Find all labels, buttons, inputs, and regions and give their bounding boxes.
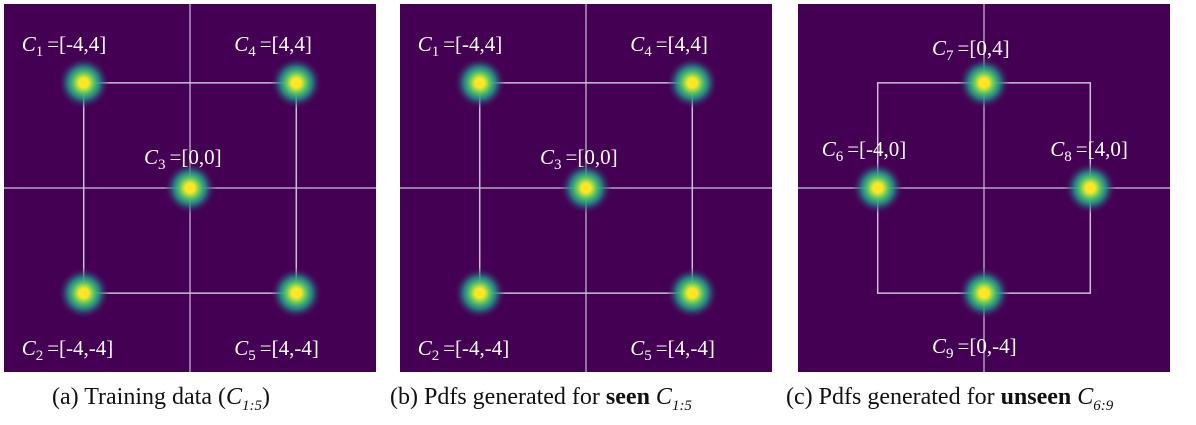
caption-a-math: C1:5 bbox=[225, 384, 262, 414]
point-label: C2 =[-4,-4] bbox=[22, 336, 114, 364]
caption-c-prefix: (c) Pdfs generated for bbox=[786, 384, 1001, 410]
point-label: C4 =[4,4] bbox=[630, 32, 708, 60]
point-label: C3 =[0,0] bbox=[540, 145, 618, 173]
point-label: C1 =[-4,4] bbox=[22, 32, 107, 60]
gaussian-peak bbox=[270, 267, 323, 320]
gaussian-peak bbox=[958, 267, 1010, 320]
panel-b: C1 =[-4,4] C4 =[4,4] C3 =[0,0] C2 =[-4,-4] C5 =[4… bbox=[400, 4, 772, 372]
gaussian-peak bbox=[560, 162, 612, 214]
gaussian-peak bbox=[666, 267, 719, 320]
point-label: C5 =[4,-4] bbox=[630, 336, 715, 364]
gaussian-peak bbox=[453, 56, 506, 109]
caption-b: (b) Pdfs generated for seen C1:5 bbox=[390, 384, 692, 415]
caption-c-emph: unseen bbox=[1000, 384, 1072, 410]
gaussian-peak bbox=[453, 267, 506, 320]
point-label: C5 =[4,-4] bbox=[234, 336, 319, 364]
point-label: C4 =[4,4] bbox=[234, 32, 312, 60]
gaussian-peak bbox=[270, 56, 323, 109]
gaussian-peak bbox=[958, 56, 1010, 109]
gaussian-peak bbox=[851, 162, 904, 214]
reference-square bbox=[82, 82, 298, 294]
gaussian-peak bbox=[1064, 162, 1117, 214]
caption-a-suffix: ) bbox=[261, 384, 270, 410]
panel-c: C7 =[0,4] C6 =[-4,0] C8 =[4,0] C9 =[0,-4] bbox=[798, 4, 1170, 372]
heatmap-c: C7 =[0,4] C6 =[-4,0] C8 =[4,0] C9 =[0,-4] bbox=[798, 4, 1170, 372]
gaussian-peak bbox=[57, 267, 110, 320]
point-label: C1 =[-4,4] bbox=[418, 32, 503, 60]
gaussian-peak bbox=[57, 56, 110, 109]
point-label: C2 =[-4,-4] bbox=[418, 336, 510, 364]
gaussian-peak bbox=[666, 56, 719, 109]
caption-c: (c) Pdfs generated for unseen C6:9 bbox=[786, 384, 1113, 415]
caption-a: (a) Training data (C1:5) bbox=[52, 384, 270, 415]
caption-b-emph: seen bbox=[605, 384, 650, 410]
caption-c-math: C6:9 bbox=[1077, 384, 1114, 414]
heatmap-b: C1 =[-4,4] C4 =[4,4] C3 =[0,0] C2 =[-4,-4] C5 =[4… bbox=[400, 4, 772, 372]
caption-a-prefix: (a) Training data ( bbox=[52, 384, 226, 410]
point-label: C9 =[0,-4] bbox=[932, 334, 1017, 362]
caption-b-math: C1:5 bbox=[655, 384, 692, 414]
heatmap-a: C1 =[-4,4] C4 =[4,4] C3 =[0,0] C2 =[-4,-4] C5 =[4… bbox=[4, 4, 376, 372]
gaussian-peak bbox=[164, 162, 216, 214]
point-label: C7 =[0,4] bbox=[932, 36, 1010, 64]
caption-b-prefix: (b) Pdfs generated for bbox=[390, 384, 606, 410]
reference-square bbox=[478, 82, 694, 294]
panel-a: C1 =[-4,4] C4 =[4,4] C3 =[0,0] C2 =[-4,-4] C5 =[4… bbox=[4, 4, 376, 372]
point-label: C8 =[4,0] bbox=[1050, 137, 1128, 165]
point-label: C6 =[-4,0] bbox=[822, 137, 907, 165]
point-label: C3 =[0,0] bbox=[144, 145, 222, 173]
